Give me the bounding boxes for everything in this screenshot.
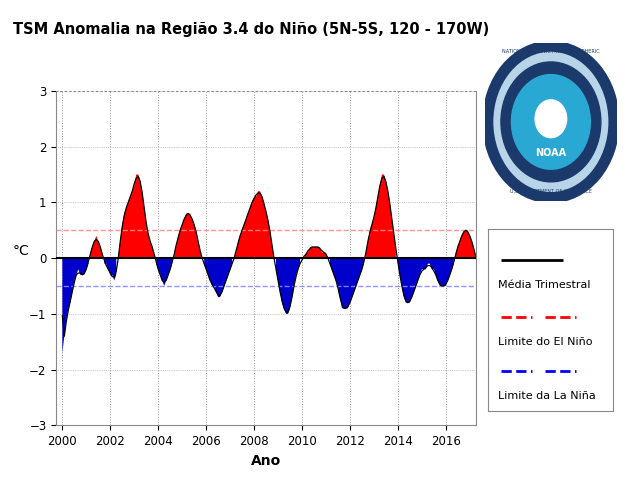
Text: Limite do El Niño: Limite do El Niño xyxy=(498,337,593,347)
Circle shape xyxy=(501,62,601,182)
Text: U.S. DEPARTMENT OF COMMERCE: U.S. DEPARTMENT OF COMMERCE xyxy=(510,189,592,195)
Text: NOAA: NOAA xyxy=(535,149,567,158)
Circle shape xyxy=(511,75,590,169)
Text: TSM Anomalia na Região 3.4 do Niño (5N-5S, 120 - 170W): TSM Anomalia na Região 3.4 do Niño (5N-5… xyxy=(13,22,489,36)
Y-axis label: °C: °C xyxy=(13,244,29,258)
X-axis label: Ano: Ano xyxy=(251,454,281,467)
Circle shape xyxy=(488,46,614,197)
Circle shape xyxy=(535,100,567,138)
Text: Limite da La Niña: Limite da La Niña xyxy=(498,391,596,401)
Text: NATIONAL OCEANIC AND ATMOSPHERIC: NATIONAL OCEANIC AND ATMOSPHERIC xyxy=(502,49,600,54)
Text: Média Trimestral: Média Trimestral xyxy=(498,280,591,290)
